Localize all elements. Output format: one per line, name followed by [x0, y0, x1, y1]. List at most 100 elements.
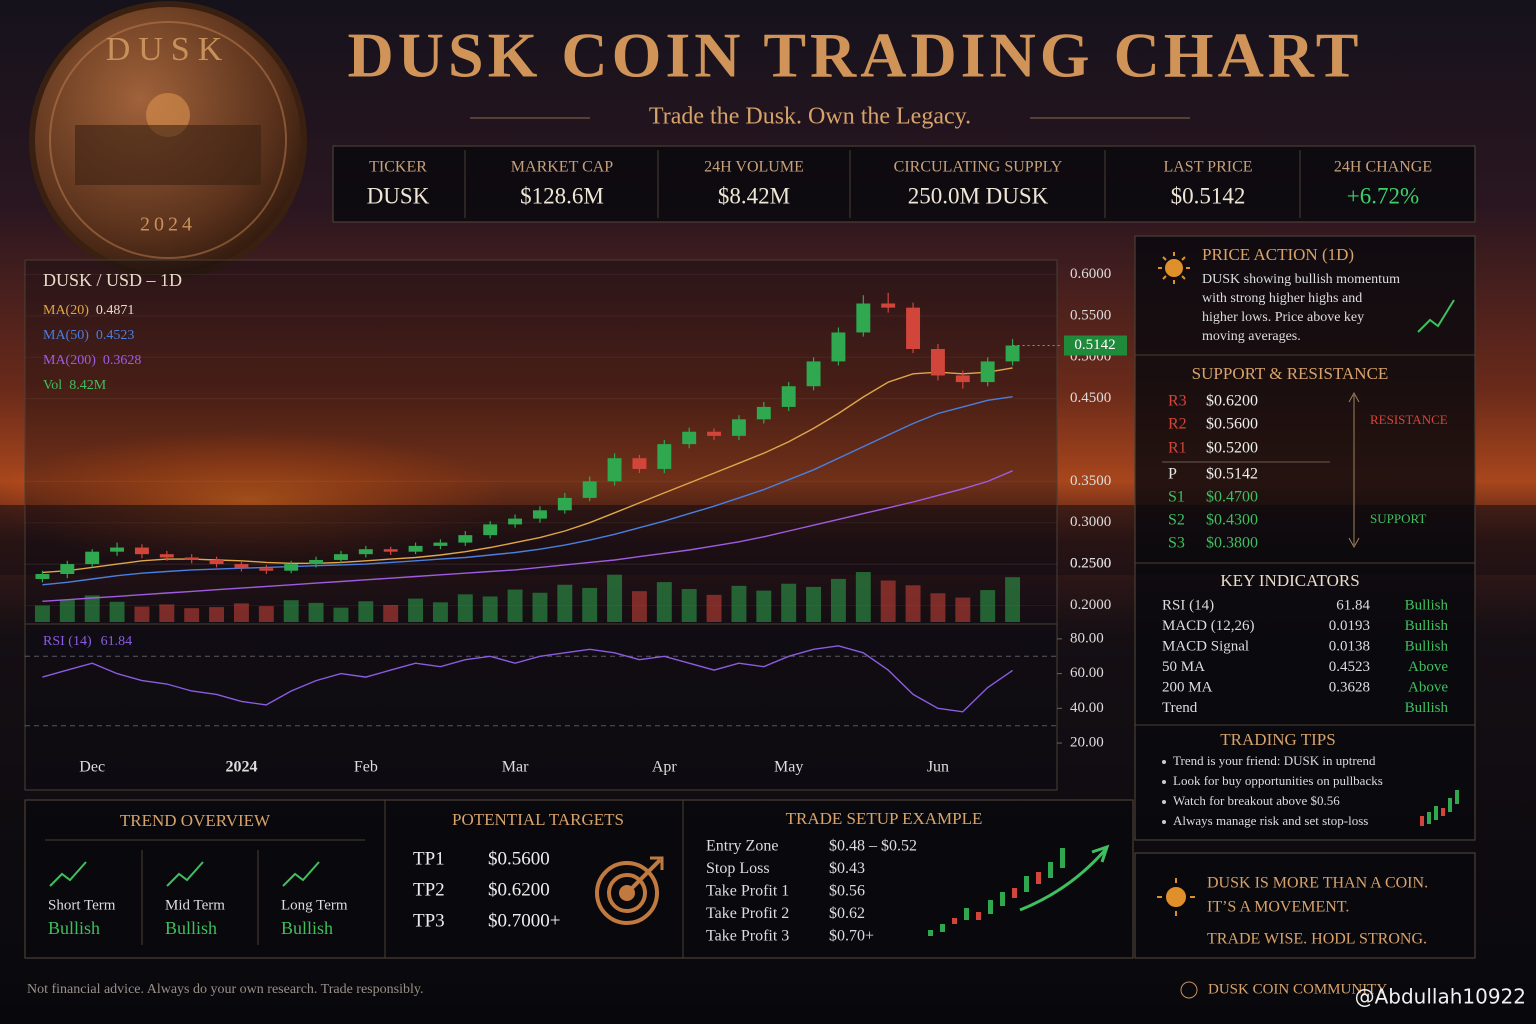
volume-bar [930, 593, 946, 622]
level-name: S1 [1168, 489, 1185, 506]
mini-candles [1420, 790, 1459, 826]
trend-signal: Bullish [281, 918, 333, 938]
slogan-line: DUSK IS MORE THAN A COIN. [1207, 875, 1428, 892]
volume-bar [507, 589, 523, 622]
stat-label: TICKER [369, 159, 427, 176]
ma-line [42, 470, 1013, 602]
volume-bar [408, 598, 424, 622]
candle-body [85, 551, 100, 565]
level-name: S2 [1168, 512, 1185, 529]
coin: DUSK 2024 [29, 1, 307, 279]
candle-body [856, 303, 871, 333]
indicator-signal: Above [1408, 659, 1448, 675]
volume-bar [905, 585, 921, 622]
legend-value: 0.4871 [96, 303, 135, 318]
y-tick-label: 0.6000 [1070, 266, 1111, 282]
candle-body [35, 574, 50, 579]
rsi-tick-label: 60.00 [1070, 665, 1104, 681]
setup-illustration [928, 844, 1110, 936]
indicator-signal: Bullish [1405, 700, 1449, 716]
stat-value: 250.0M DUSK [908, 183, 1049, 208]
trend-signal: Bullish [165, 918, 217, 938]
candle-body [756, 406, 771, 420]
support-label: SUPPORT [1370, 511, 1426, 526]
volume-bar [980, 590, 996, 622]
candle-body [731, 419, 746, 436]
side-panel [1134, 235, 1476, 841]
indicator-value: 0.3628 [1329, 679, 1370, 695]
legend-value: 0.4523 [96, 328, 135, 343]
price-action-text: with strong higher highs and [1202, 291, 1362, 306]
candle-body [483, 524, 498, 536]
stat-label: 24H VOLUME [704, 159, 804, 176]
setup-name: Take Profit 2 [706, 905, 789, 922]
y-tick-label: 0.4500 [1070, 390, 1111, 406]
candle-body [333, 554, 348, 560]
indicator-name: MACD Signal [1162, 638, 1249, 654]
trend-overview: Short Term Bullish Mid Term Bullish Long Ter… [48, 861, 348, 938]
resistance-label: RESISTANCE [1370, 412, 1448, 427]
level-name: S3 [1168, 535, 1185, 552]
candle-body [930, 349, 945, 376]
indicator-signal: Bullish [1405, 638, 1449, 654]
stats: TICKER DUSK MARKET CAP $128.6M 24H VOLUME $8.… [367, 150, 1432, 218]
indicator-signal: Bullish [1405, 618, 1449, 634]
legend-label: MA(20) [43, 303, 89, 318]
indicator-name: 50 MA [1162, 659, 1205, 675]
candle-body [110, 547, 125, 552]
candle-body [881, 303, 896, 308]
trend-signal: Bullish [48, 918, 100, 938]
volume-bar [806, 586, 822, 622]
stat-label: CIRCULATING SUPPLY [894, 159, 1063, 176]
indicator-signal: Bullish [1405, 597, 1449, 613]
indicator-value: 0.0193 [1329, 618, 1370, 634]
candle-body [358, 549, 373, 555]
trend-icon [49, 861, 87, 887]
indicator-value: 0.4523 [1329, 659, 1370, 675]
candle-body [657, 444, 672, 469]
volume-bar [258, 606, 274, 622]
volume-bar [84, 595, 100, 622]
candle-body [955, 375, 970, 383]
level-name: R1 [1168, 440, 1187, 457]
price-action: DUSK showing bullish momentum with strong… [1202, 272, 1400, 344]
volume-bar [432, 602, 448, 622]
volume-bar [880, 580, 896, 622]
volume-bar [383, 604, 399, 622]
volume-bar [134, 606, 150, 622]
x-tick-label: Mar [502, 759, 529, 776]
bullet [1162, 820, 1166, 824]
target-icon [595, 856, 664, 925]
volume-bar [781, 583, 797, 622]
volume-bar [209, 607, 225, 622]
legend-label: MA(200) [43, 353, 96, 368]
setup-name: Entry Zone [706, 838, 778, 855]
volume-bar [731, 585, 747, 622]
bullet [1162, 780, 1166, 784]
price-action-text: moving averages. [1202, 329, 1301, 344]
y-tick-label: 0.2500 [1070, 556, 1111, 572]
volume-bar [656, 582, 672, 622]
coin-year: 2024 [140, 214, 196, 236]
slogan-line: IT’S A MOVEMENT. [1207, 899, 1349, 916]
indicator-name: MACD (12,26) [1162, 618, 1255, 634]
setup-value: $0.43 [829, 860, 865, 877]
sun-icon [1157, 878, 1195, 916]
chart: 0.60000.55000.50000.45000.35000.30000.25… [25, 266, 1127, 776]
level-value: $0.6200 [1206, 393, 1258, 410]
indicator-value: 61.84 [1336, 597, 1370, 613]
y-tick-label: 0.3500 [1070, 473, 1111, 489]
candle-body [906, 307, 921, 349]
trend-term: Short Term [48, 897, 116, 913]
section-title: TREND OVERVIEW [120, 811, 271, 830]
last-price-label: 0.5142 [1074, 337, 1115, 353]
rsi-tick-label: 20.00 [1070, 734, 1104, 750]
tip: Always manage risk and set stop-loss [1173, 813, 1368, 828]
ma-line [42, 396, 1013, 586]
legend-volume: Vol 8.42M [43, 378, 107, 393]
candle-body [582, 481, 597, 498]
target-name: TP3 [413, 910, 445, 931]
legend-label: RSI (14) [43, 634, 92, 649]
volume-bar [159, 604, 175, 622]
